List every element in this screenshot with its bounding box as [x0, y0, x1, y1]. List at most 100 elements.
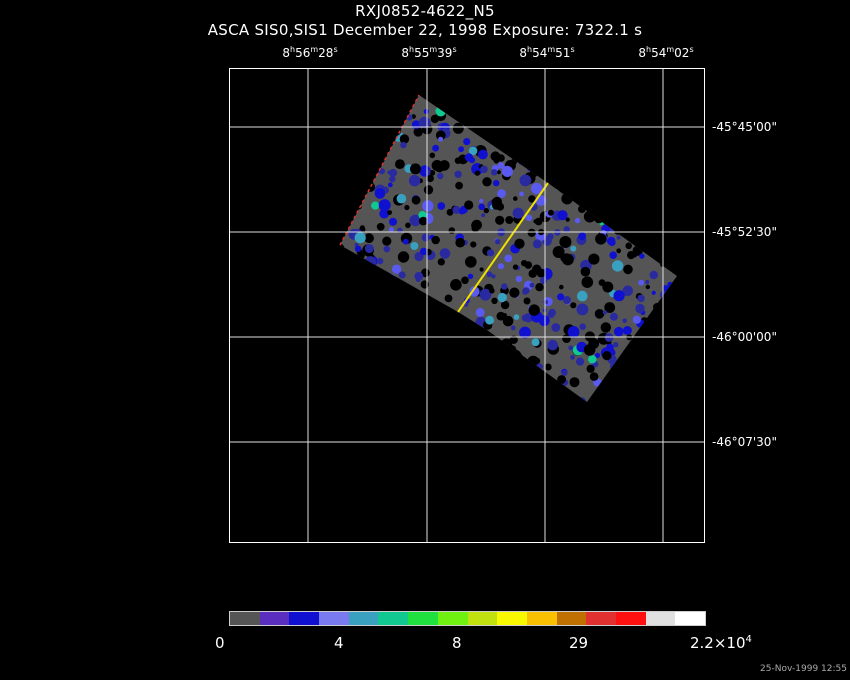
speckle-dot	[594, 309, 605, 319]
speckle-dot	[475, 307, 485, 317]
colorbar-swatch	[497, 612, 527, 625]
speckle-dot	[577, 290, 588, 302]
speckle-dot	[519, 191, 524, 197]
speckle-dot	[474, 170, 481, 176]
detector-gap-line-2	[339, 94, 420, 246]
speckle-dot	[570, 354, 575, 360]
speckle-dot	[479, 267, 484, 272]
speckle-dot	[609, 251, 617, 259]
speckle-dot	[551, 323, 561, 332]
speckle-dot	[569, 377, 580, 388]
colorbar-swatch	[348, 612, 379, 625]
ra-label-3: 8h54m51s	[519, 45, 575, 60]
speckle-dot	[521, 314, 530, 322]
speckle-dot	[561, 369, 568, 376]
speckle-dot	[483, 207, 489, 214]
speckle-dot	[418, 116, 431, 129]
speckle-dot	[595, 233, 607, 245]
speckle-dot	[410, 163, 421, 175]
speckle-dot	[651, 290, 656, 295]
speckle-dot	[625, 242, 632, 250]
speckle-dot	[527, 228, 536, 237]
speckle-dot	[413, 127, 423, 137]
speckle-dot	[562, 296, 571, 304]
speckle-dot	[525, 214, 533, 221]
speckle-dot	[547, 233, 554, 240]
speckle-dot	[480, 165, 488, 174]
speckle-dot	[465, 256, 477, 268]
speckle-dot	[519, 326, 531, 339]
speckle-dot	[397, 251, 410, 263]
speckle-dot	[450, 279, 462, 291]
speckle-dot	[608, 238, 616, 247]
speckle-dot	[429, 170, 436, 176]
speckle-dot	[396, 193, 407, 204]
speckle-dot	[496, 170, 501, 175]
speckle-dot	[580, 266, 591, 277]
speckle-dot	[497, 189, 506, 198]
colorbar-swatch	[645, 612, 676, 625]
speckle-dot	[600, 322, 611, 333]
speckle-dot	[547, 209, 554, 216]
speckle-dot	[471, 224, 480, 233]
speckle-dot	[589, 372, 599, 381]
colorbar-swatch	[615, 612, 646, 625]
speckle-dot	[422, 200, 434, 212]
speckle-dot	[622, 326, 632, 335]
dec-label-2: -45°52'30"	[712, 225, 777, 239]
speckle-dot	[509, 287, 520, 298]
speckle-dot	[400, 141, 407, 149]
speckle-dot	[464, 302, 469, 307]
speckle-dot	[512, 264, 519, 270]
speckle-dot	[645, 279, 650, 285]
coordinate-grid	[229, 68, 705, 543]
speckle-dot	[408, 175, 421, 187]
speckle-dot	[515, 275, 523, 283]
dec-label-1: -45°45'00"	[712, 120, 777, 134]
speckle-dot	[364, 244, 374, 254]
speckle-dot	[437, 258, 445, 266]
speckle-dot	[529, 282, 535, 288]
speckle-dot	[496, 311, 506, 321]
speckle-dot	[421, 268, 430, 278]
colorbar-swatch	[259, 612, 290, 625]
speckle-dot	[567, 326, 580, 338]
speckle-dot	[501, 165, 513, 177]
speckle-dot	[470, 241, 477, 248]
speckle-dot	[411, 195, 421, 205]
speckle-dot	[432, 144, 439, 152]
speckle-dot	[602, 351, 612, 361]
ra-label-2: 8h55m39s	[401, 45, 457, 60]
speckle-dot	[536, 268, 546, 278]
speckle-dot	[431, 160, 443, 171]
speckle-dot	[491, 169, 498, 176]
speckle-dot	[468, 146, 478, 156]
speckle-dot	[563, 226, 570, 233]
speckle-dot	[613, 342, 619, 348]
ra-label-1: 8h56m28s	[282, 45, 338, 60]
speckle-dot	[576, 303, 589, 316]
speckle-dot	[437, 202, 446, 210]
speckle-dot	[481, 213, 486, 218]
speckle-dot	[535, 283, 544, 292]
speckle-dot	[501, 283, 508, 290]
speckle-dot	[461, 276, 469, 285]
speckle-dot	[512, 207, 524, 219]
speckle-dot	[523, 297, 531, 305]
speckle-dot	[491, 274, 496, 279]
colorbar-swatch	[408, 612, 438, 625]
speckle-dot	[531, 338, 540, 347]
speckle-dot	[404, 204, 410, 211]
speckle-dot	[354, 245, 362, 252]
speckle-dot	[382, 236, 392, 246]
speckle-dot	[532, 239, 542, 249]
colorbar-swatch	[378, 612, 409, 625]
speckle-dot	[463, 138, 471, 146]
speckle-dot	[455, 181, 463, 190]
speckle-dot	[616, 235, 621, 240]
speckle-dot	[419, 216, 428, 226]
speckle-dot	[497, 263, 504, 270]
colorbar-tick-0: 0	[215, 634, 225, 652]
speckle-dot	[622, 285, 634, 297]
speckle-dot	[533, 219, 538, 224]
